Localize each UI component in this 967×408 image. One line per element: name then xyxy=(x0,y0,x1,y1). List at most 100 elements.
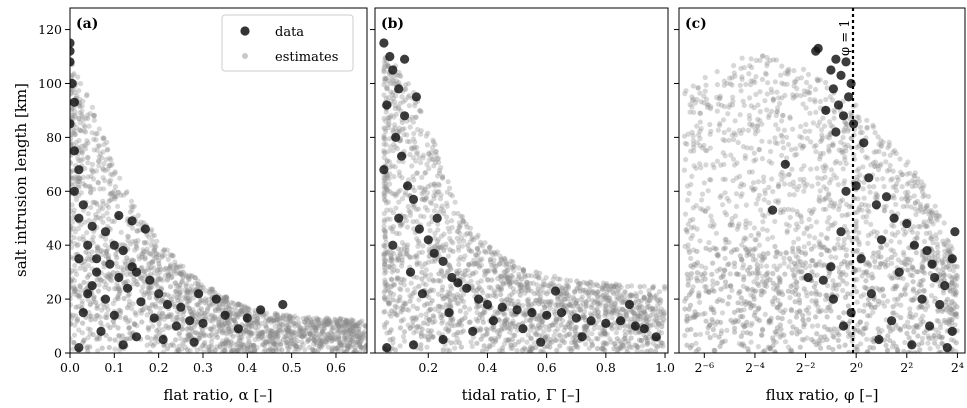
estimate-point xyxy=(592,311,598,317)
estimate-point xyxy=(98,248,104,254)
estimate-point xyxy=(98,247,105,254)
estimate-point xyxy=(185,347,191,353)
estimate-point xyxy=(101,278,107,285)
estimate-point xyxy=(637,306,643,313)
data-point xyxy=(394,84,404,94)
estimate-point xyxy=(562,296,568,303)
estimate-point xyxy=(388,207,394,213)
estimate-point xyxy=(227,329,233,335)
estimate-point xyxy=(382,75,388,81)
estimate-point xyxy=(708,213,714,219)
estimate-point xyxy=(292,320,299,327)
estimate-point xyxy=(227,322,233,328)
estimate-point xyxy=(647,297,653,303)
estimate-point xyxy=(175,269,181,275)
estimate-point xyxy=(559,285,565,291)
estimate-point xyxy=(129,257,135,263)
estimate-point xyxy=(93,313,100,319)
estimate-point xyxy=(76,116,82,122)
estimate-point xyxy=(507,280,513,286)
data-point xyxy=(417,289,427,299)
estimate-point xyxy=(207,317,214,324)
y-tick-label: 0 xyxy=(54,346,62,361)
estimate-point xyxy=(489,277,495,283)
estimate-point xyxy=(275,333,281,339)
estimate-point xyxy=(336,328,342,334)
data-point xyxy=(92,254,102,264)
estimate-point xyxy=(585,327,591,334)
estimate-point xyxy=(154,254,160,260)
estimate-point xyxy=(514,348,520,353)
estimate-point xyxy=(332,331,338,338)
estimate-point xyxy=(169,253,175,259)
data-point xyxy=(123,283,133,293)
estimate-point xyxy=(565,295,571,302)
estimate-point xyxy=(294,315,301,321)
estimate-point xyxy=(567,278,574,284)
estimate-point xyxy=(174,348,180,353)
estimate-point xyxy=(565,285,571,291)
estimate-point xyxy=(497,331,503,337)
estimate-point xyxy=(293,331,299,337)
estimate-point xyxy=(287,343,293,349)
estimate-point xyxy=(874,176,880,182)
data-point xyxy=(403,181,413,191)
estimate-point xyxy=(160,349,167,353)
estimate-point xyxy=(773,122,779,128)
estimate-point xyxy=(384,175,390,181)
estimate-point xyxy=(236,338,242,344)
estimate-point xyxy=(466,262,472,268)
estimate-point xyxy=(159,310,166,316)
estimate-point xyxy=(75,174,81,180)
estimate-point xyxy=(736,221,742,227)
estimate-point xyxy=(223,298,230,304)
estimate-point xyxy=(104,303,110,309)
estimate-point xyxy=(557,343,563,349)
estimate-point xyxy=(458,254,464,260)
estimate-point xyxy=(334,327,340,333)
estimate-point xyxy=(740,98,746,104)
estimate-point xyxy=(467,306,473,312)
estimate-point xyxy=(180,269,187,275)
estimate-point xyxy=(321,326,327,332)
estimate-point xyxy=(309,332,315,338)
estimate-point xyxy=(263,340,269,346)
estimate-point xyxy=(151,242,157,248)
estimate-point xyxy=(393,111,399,117)
estimate-point xyxy=(185,333,191,339)
estimate-point xyxy=(485,293,491,299)
estimate-point xyxy=(177,330,183,336)
estimate-point xyxy=(149,259,155,266)
estimate-point xyxy=(311,336,317,343)
estimate-point xyxy=(179,279,185,285)
estimate-point xyxy=(70,239,73,245)
estimate-point xyxy=(115,286,121,292)
estimate-point xyxy=(78,158,84,164)
estimate-point xyxy=(509,264,515,270)
estimate-point xyxy=(315,347,321,353)
estimate-point xyxy=(343,322,349,328)
estimate-point xyxy=(147,295,153,301)
estimate-point xyxy=(382,230,388,236)
estimate-point xyxy=(360,346,366,352)
estimate-point xyxy=(129,258,135,264)
estimate-point xyxy=(480,310,486,316)
estimate-point xyxy=(128,204,134,210)
estimate-point xyxy=(79,143,85,149)
estimate-point xyxy=(230,333,236,339)
estimate-point xyxy=(262,339,269,345)
estimate-point xyxy=(70,219,75,225)
estimate-point xyxy=(184,326,190,332)
estimate-point xyxy=(210,286,216,292)
estimate-point xyxy=(308,335,314,341)
estimate-point xyxy=(828,167,835,173)
estimate-point xyxy=(881,183,887,190)
estimate-point xyxy=(73,286,79,293)
estimate-point xyxy=(932,253,938,260)
estimate-point xyxy=(574,343,580,349)
estimate-point xyxy=(228,311,234,317)
estimate-point xyxy=(144,240,150,246)
estimate-point xyxy=(93,137,99,143)
estimate-point xyxy=(285,335,291,341)
estimate-point xyxy=(324,319,330,325)
